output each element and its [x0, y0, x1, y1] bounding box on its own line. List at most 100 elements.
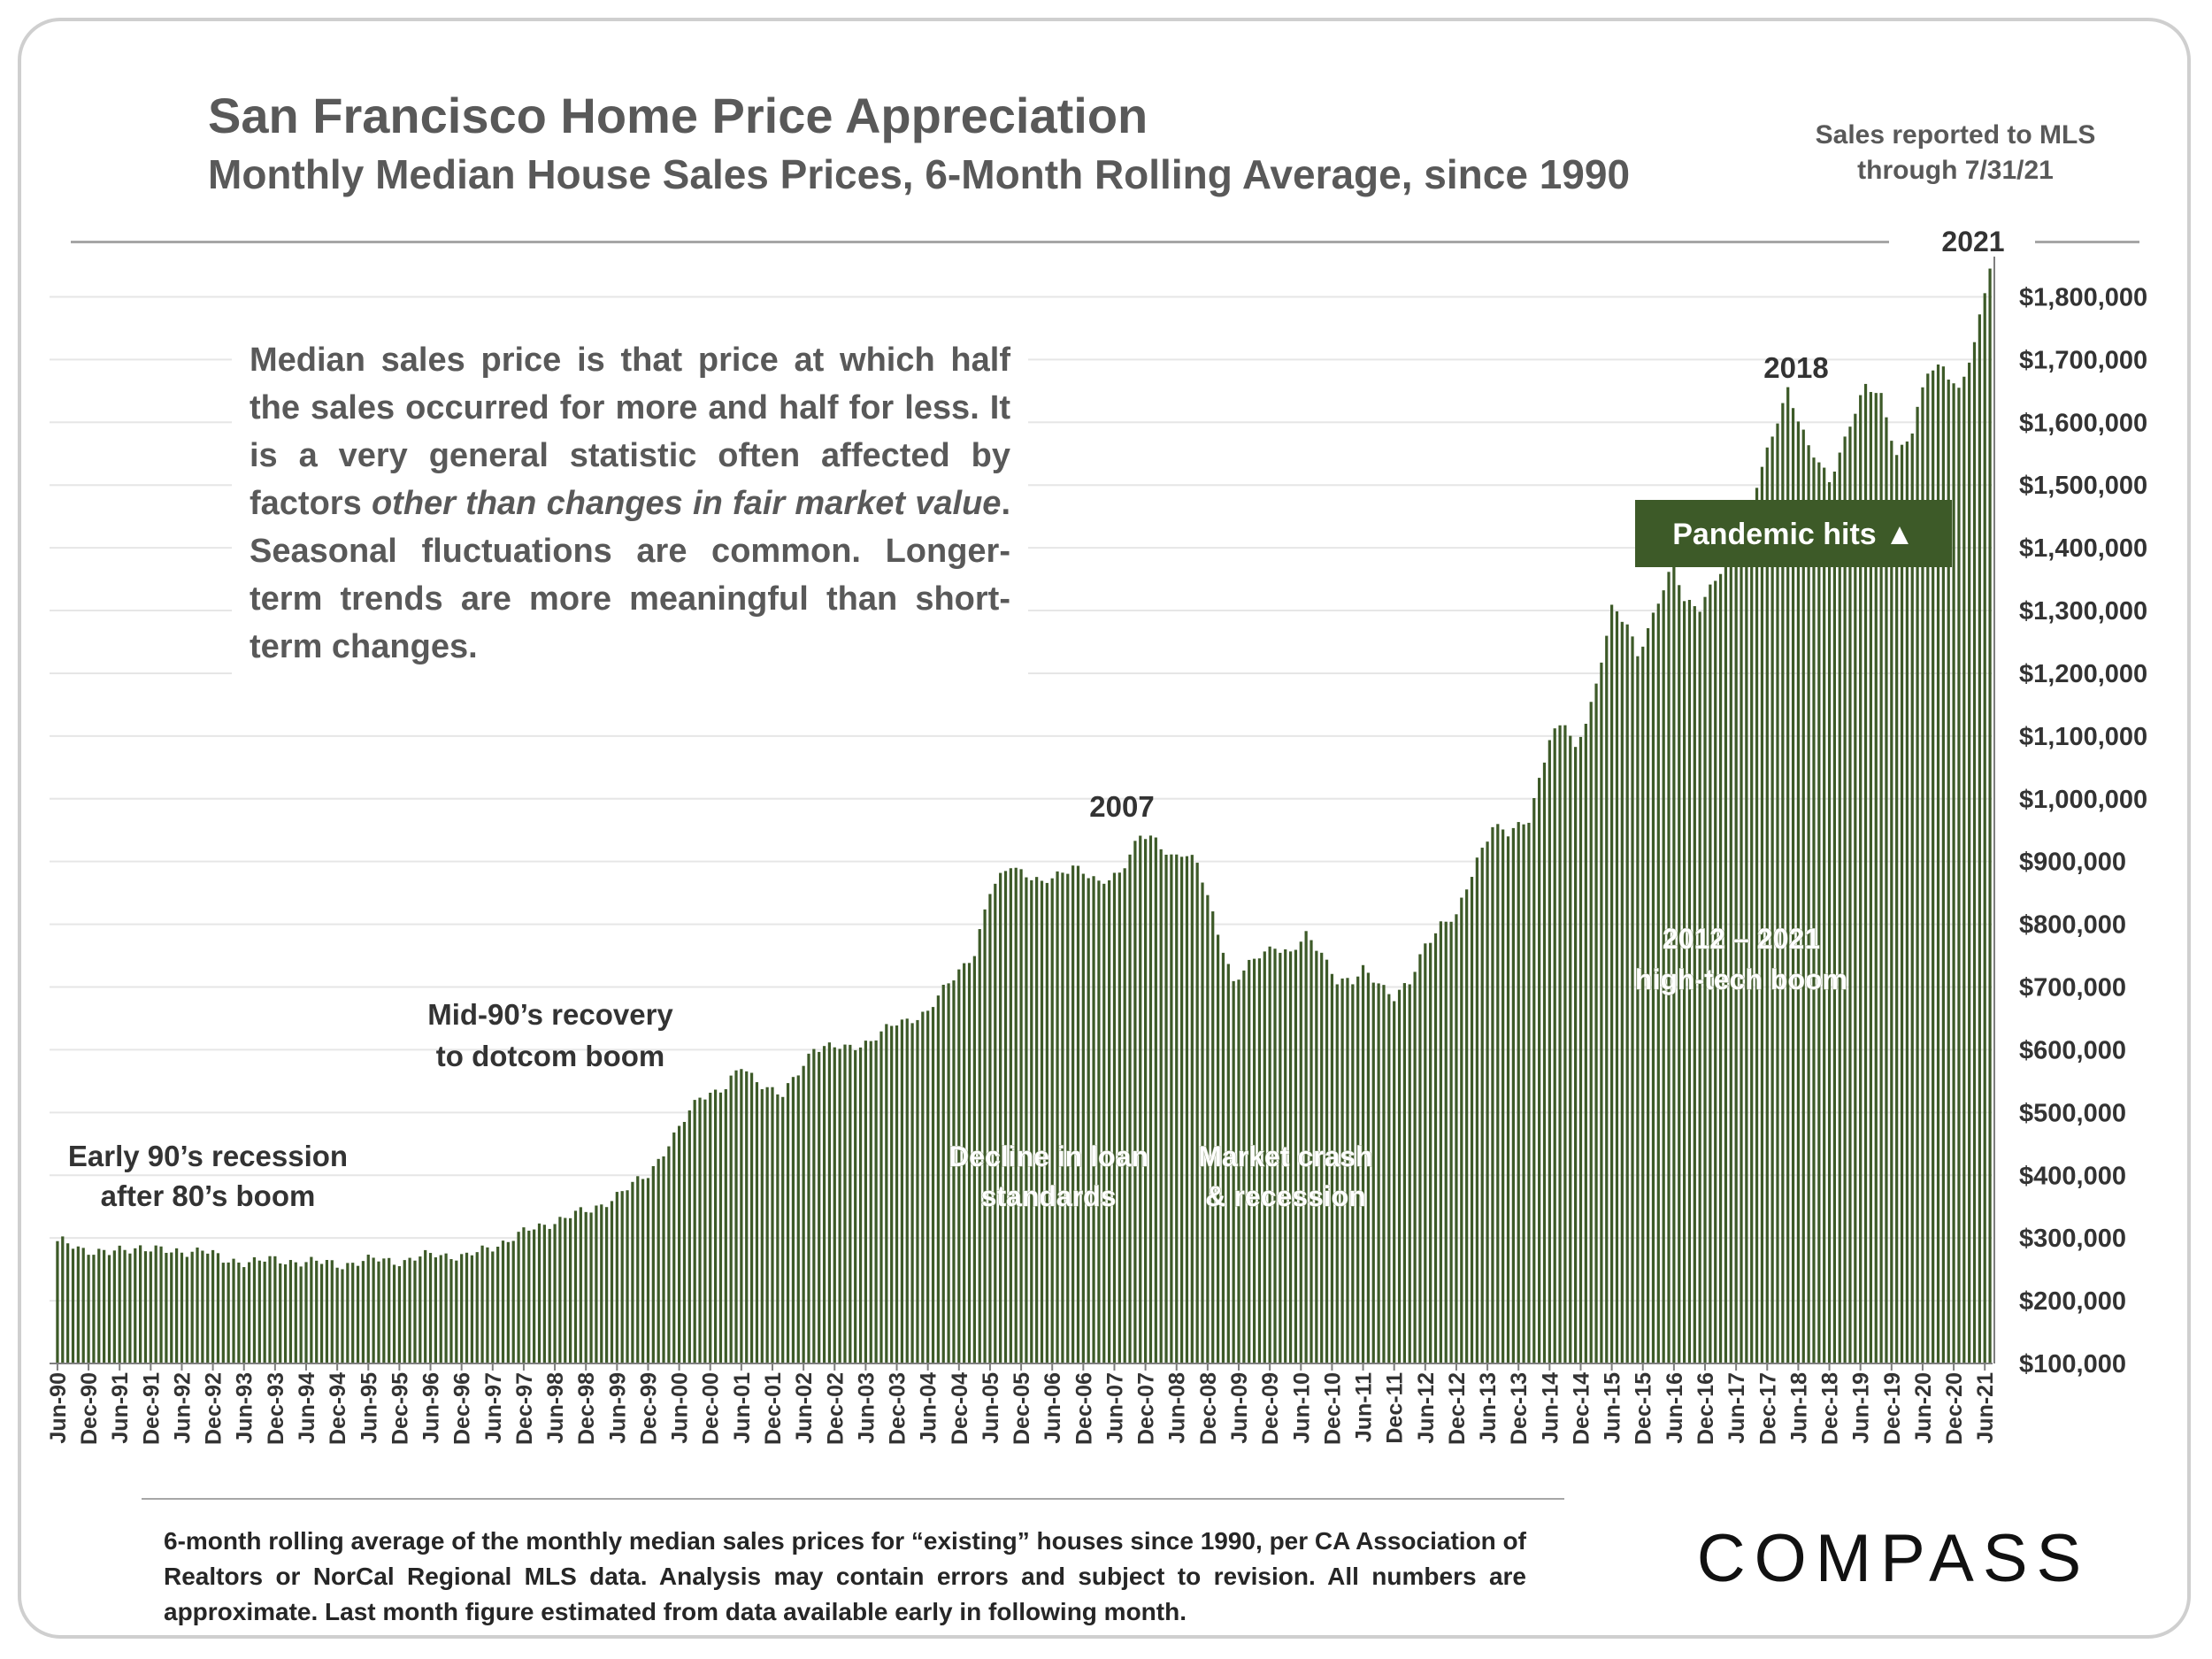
bar [1921, 387, 1924, 1363]
header-rule-right [2035, 241, 2139, 243]
bar [1812, 457, 1816, 1363]
x-tick-label: Jun-18 [1786, 1372, 1811, 1444]
x-tick-label: Jun-98 [543, 1372, 568, 1444]
x-tick-label: Jun-96 [419, 1372, 444, 1444]
annotation-tech-boom-line1: 2012 – 2021 [1663, 923, 1820, 955]
bar [1325, 959, 1329, 1363]
bar [548, 1228, 551, 1363]
bar [465, 1252, 469, 1363]
bar [1895, 455, 1899, 1363]
bar [388, 1257, 391, 1363]
bar [1179, 856, 1184, 1363]
bar [1511, 827, 1515, 1363]
bar [1968, 362, 1971, 1364]
bar [854, 1049, 857, 1363]
bar [1040, 880, 1044, 1363]
bar [330, 1260, 334, 1363]
bar [812, 1048, 816, 1363]
bar [87, 1255, 90, 1363]
bar [926, 1010, 930, 1363]
bar [1869, 392, 1872, 1363]
bar [439, 1255, 442, 1363]
bar [475, 1252, 479, 1363]
bar [403, 1260, 406, 1363]
x-tick-label: Jun-10 [1289, 1372, 1314, 1444]
bar [1905, 442, 1909, 1363]
bar [1444, 921, 1448, 1363]
bar [190, 1251, 194, 1363]
bar [791, 1077, 795, 1363]
bar [118, 1245, 121, 1363]
bar [247, 1262, 251, 1363]
annotation-market-crash-line2: & recession [1205, 1180, 1365, 1212]
bar [366, 1255, 370, 1363]
bar [1252, 958, 1256, 1363]
header-rule-left [71, 241, 1889, 243]
bar [335, 1267, 339, 1363]
bar [687, 1110, 691, 1363]
bar [802, 1065, 805, 1363]
bar [1770, 436, 1774, 1364]
bar [1366, 972, 1371, 1363]
bar [428, 1253, 433, 1363]
x-tick-label: Jun-93 [233, 1372, 257, 1444]
bar [1346, 978, 1349, 1363]
bar [1651, 612, 1655, 1363]
bar [123, 1249, 127, 1363]
bar [397, 1266, 402, 1363]
y-tick-label: $800,000 [2019, 911, 2126, 940]
bar [1076, 865, 1080, 1363]
bar [1724, 561, 1728, 1363]
bar [1377, 983, 1380, 1363]
bar [1879, 393, 1883, 1363]
bar [1304, 931, 1308, 1363]
bar [807, 1053, 810, 1363]
bar [1413, 972, 1417, 1363]
data-note-line2: through 7/31/21 [1857, 156, 2054, 185]
bar [1371, 982, 1375, 1363]
bar [1299, 941, 1302, 1363]
bar [1548, 740, 1551, 1363]
bar [838, 1048, 841, 1363]
bar [1268, 946, 1271, 1363]
bar [1978, 314, 1981, 1364]
bar [1226, 964, 1230, 1363]
x-tick-label: Dec-90 [77, 1372, 102, 1445]
bar [1781, 403, 1785, 1363]
bar [237, 1262, 241, 1363]
x-tick-label: Jun-04 [917, 1372, 941, 1444]
bar [558, 1217, 562, 1363]
bar [356, 1265, 360, 1363]
bar [103, 1249, 106, 1363]
chart-title: San Francisco Home Price Appreciation [208, 88, 1148, 143]
bar [978, 929, 981, 1363]
annotation-tech-boom-line2: high-tech boom [1635, 964, 1847, 995]
bar [1486, 841, 1489, 1363]
bar [1035, 877, 1039, 1363]
x-tick-label: Jun-09 [1227, 1372, 1252, 1444]
bar [1848, 426, 1852, 1364]
bar [1952, 383, 1955, 1364]
bar [579, 1207, 582, 1363]
x-tick-label: Jun-02 [792, 1372, 817, 1444]
bar [1356, 976, 1360, 1363]
bar [967, 963, 972, 1363]
bar [657, 1158, 660, 1363]
bar [1408, 984, 1411, 1363]
x-tick-label: Jun-08 [1165, 1372, 1190, 1444]
bar [916, 1019, 919, 1363]
bar [1071, 865, 1075, 1363]
bar [413, 1260, 417, 1363]
bar [1502, 829, 1505, 1363]
bar [905, 1018, 909, 1363]
bar [1294, 949, 1298, 1363]
explanation-italic: other than changes in fair market value [371, 485, 1002, 522]
bar [1123, 868, 1126, 1363]
bar [672, 1132, 676, 1363]
bar [1646, 627, 1650, 1363]
bar [232, 1258, 235, 1363]
x-tick-label: Dec-07 [1134, 1372, 1159, 1445]
bar [1863, 383, 1868, 1363]
bar [589, 1212, 593, 1363]
